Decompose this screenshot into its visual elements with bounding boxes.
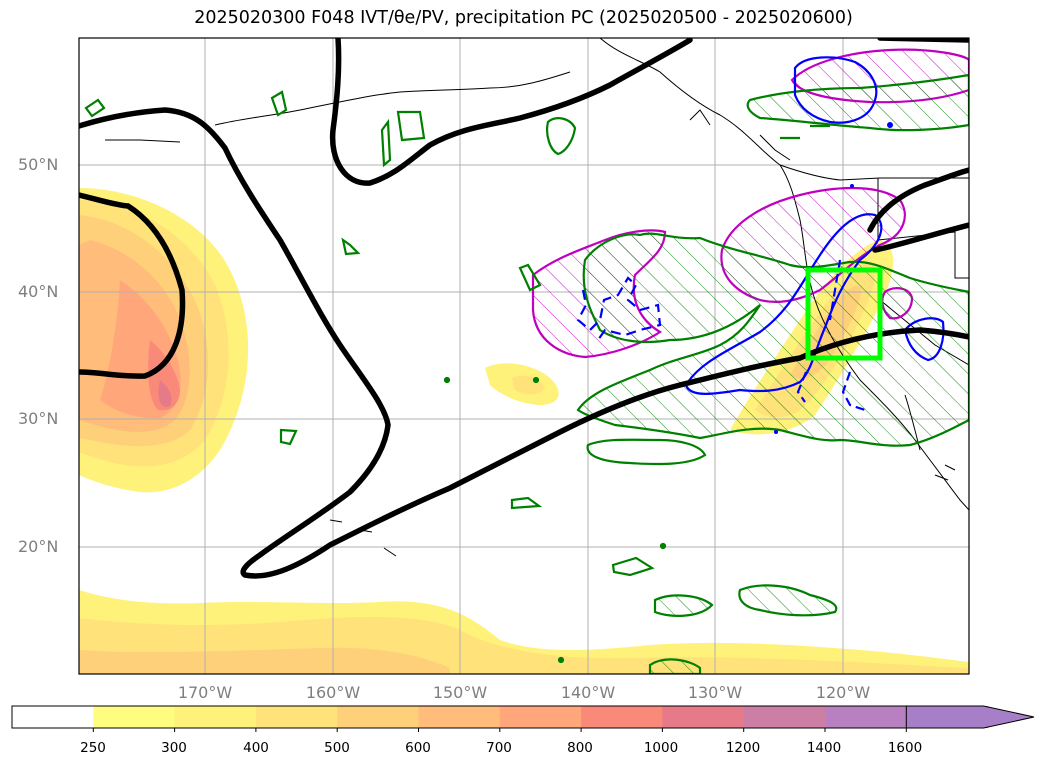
- colorbar-tick: 1400: [806, 740, 842, 756]
- lat-label-40n: 40°N: [18, 282, 59, 301]
- colorbar-tick: 500: [324, 740, 350, 756]
- colorbar-tick: 600: [405, 740, 431, 756]
- colorbar-segment: [662, 706, 745, 728]
- ivt-colorbar: [11, 705, 1035, 732]
- colorbar-segment: [825, 706, 907, 728]
- ivt-shading-south: [79, 590, 969, 674]
- lat-label-20n: 20°N: [18, 537, 59, 556]
- colorbar-segment: [581, 706, 663, 728]
- colorbar-tick: 400: [243, 740, 269, 756]
- lat-label-30n: 30°N: [18, 409, 59, 428]
- colorbar-segment: [174, 706, 257, 728]
- jet-axis-contours: [79, 38, 969, 579]
- map-frame: [78, 37, 970, 675]
- colorbar-segment: [255, 706, 338, 728]
- target-region-box: [805, 267, 883, 361]
- colorbar-tick: 250: [80, 740, 106, 756]
- lon-label-160w: 160°W: [305, 683, 361, 702]
- colorbar-segment: [499, 706, 582, 728]
- colorbar-segment: [12, 706, 94, 728]
- colorbar-tick: 700: [486, 740, 512, 756]
- colorbar-frame: [11, 705, 907, 729]
- colorbar-extend-arrow: [905, 705, 1035, 729]
- colorbar-tick: 800: [567, 740, 593, 756]
- colorbar-tick: 1000: [643, 740, 679, 756]
- map-title: 2025020300 F048 IVT/θe/PV, precipitation…: [194, 8, 853, 28]
- colorbar-segment: [743, 706, 826, 728]
- colorbar-tick: 300: [161, 740, 187, 756]
- lon-label-170w: 170°W: [177, 683, 233, 702]
- ivt-shading-west: [79, 188, 249, 493]
- colorbar-tick: 1200: [725, 740, 761, 756]
- lon-label-120w: 120°W: [815, 683, 871, 702]
- lon-label-140w: 140°W: [560, 683, 616, 702]
- colorbar-segment: [337, 706, 419, 728]
- colorbar-segment: [418, 706, 501, 728]
- map-plot-area: [79, 38, 969, 674]
- lat-label-50n: 50°N: [18, 155, 59, 174]
- pv-contours: [576, 56, 945, 434]
- lon-label-150w: 150°W: [432, 683, 488, 702]
- lon-label-130w: 130°W: [687, 683, 743, 702]
- colorbar-tick: 1600: [887, 740, 923, 756]
- theta-e-contours: [84, 73, 969, 674]
- colorbar-segment: [93, 706, 176, 728]
